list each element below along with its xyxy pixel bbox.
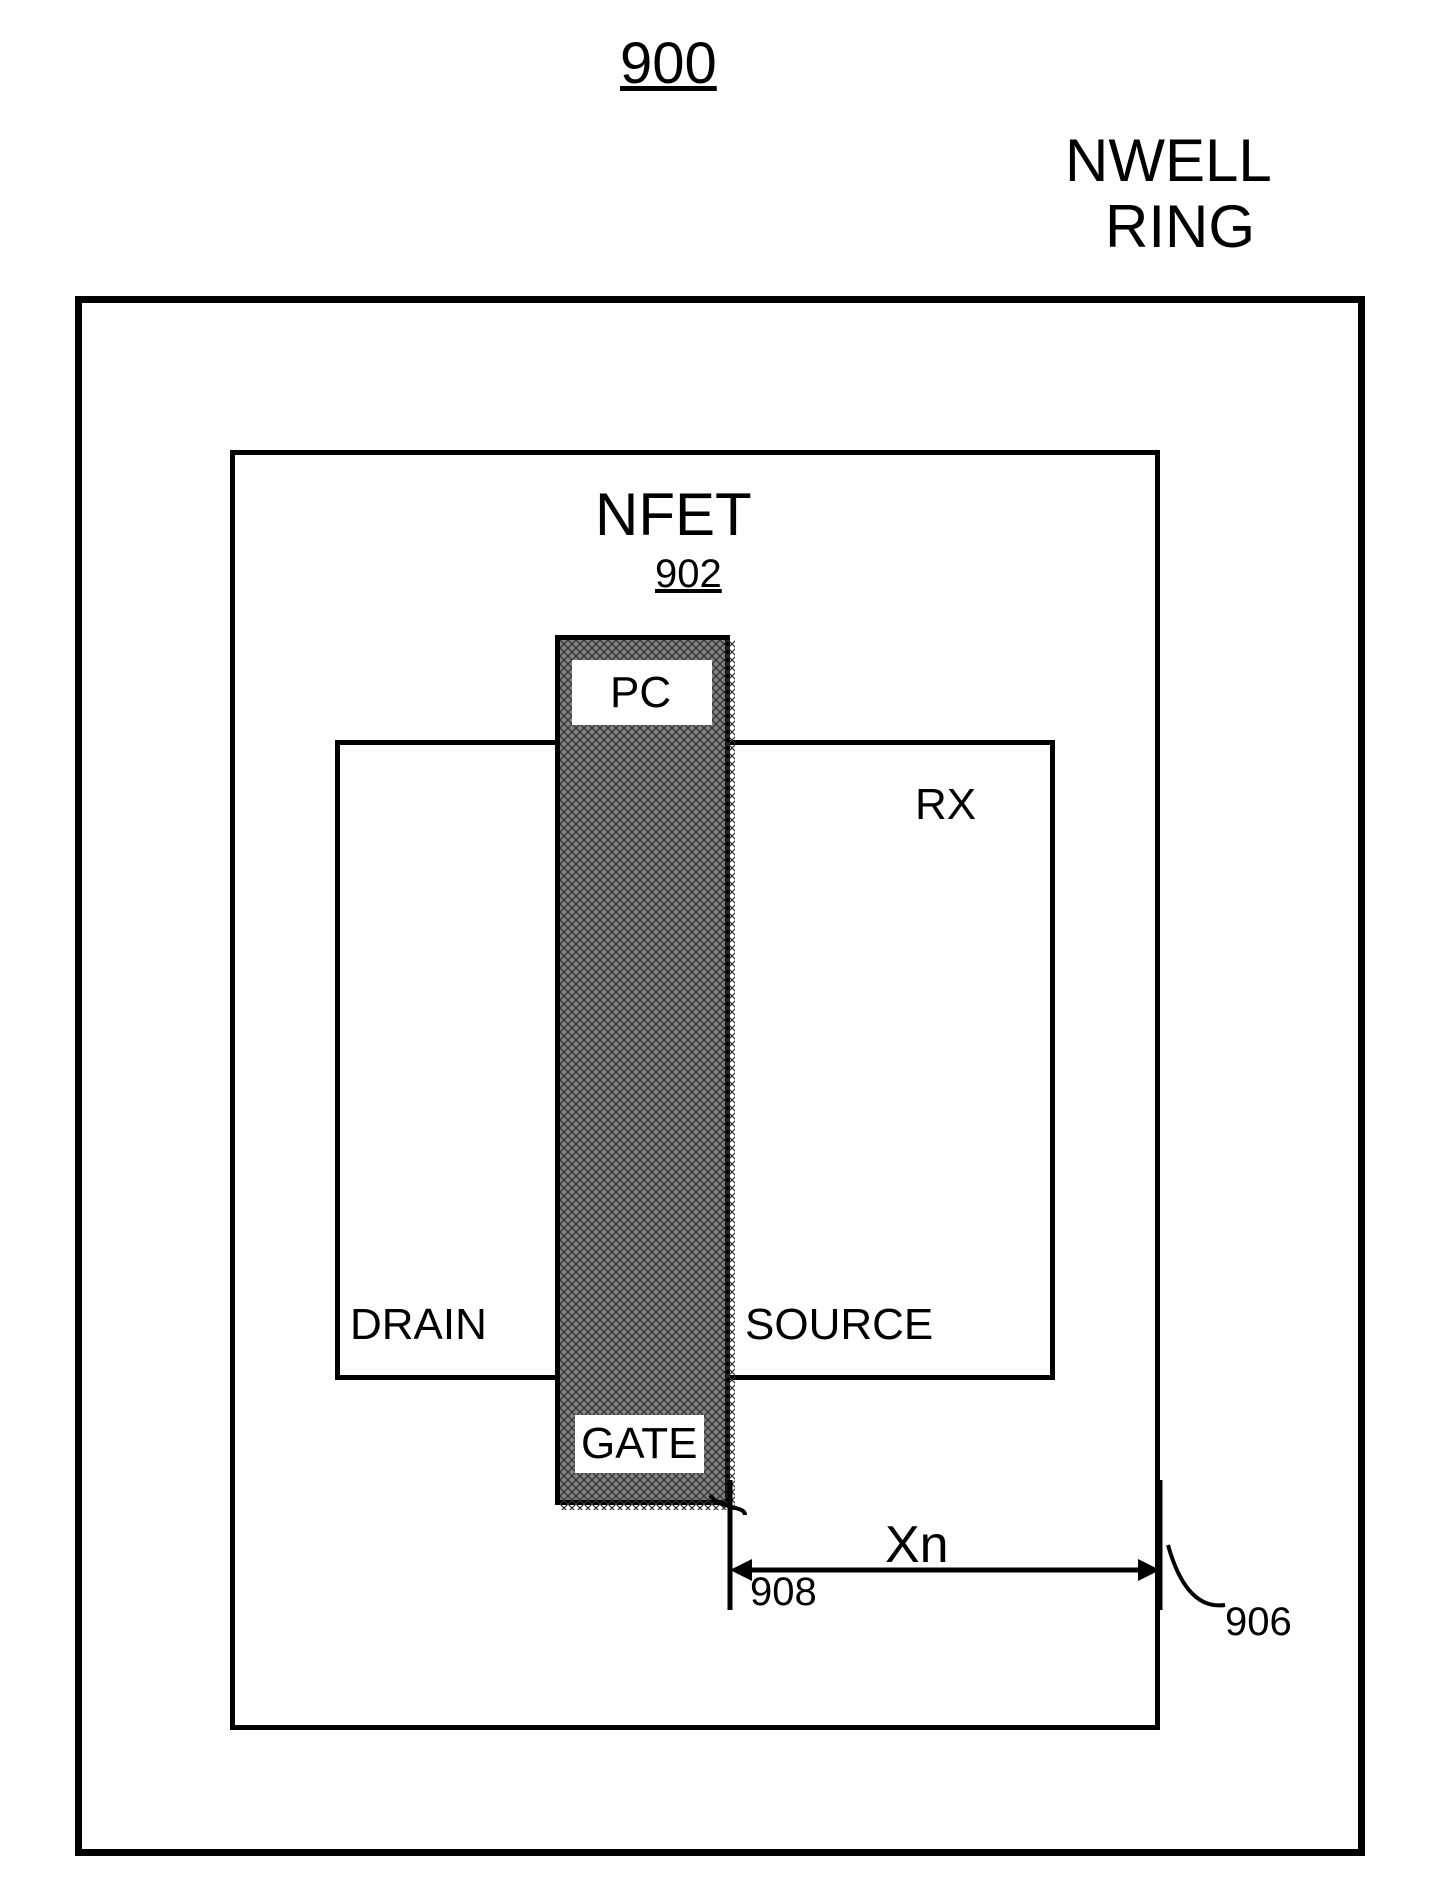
rx-label: RX: [915, 780, 976, 830]
nfet-ref: 902: [655, 552, 722, 597]
nfet-label: NFET: [595, 480, 752, 549]
pc-label: PC: [610, 668, 671, 718]
ref-908-label: 908: [750, 1570, 817, 1615]
figure-number: 900: [620, 30, 717, 97]
nwell-ring-label-line1: NWELL: [1065, 126, 1272, 195]
gate-poly-box: [555, 635, 730, 1505]
figure-stage: 900 NWELL RING 904 NFET 902 RX DRAIN SOU…: [0, 0, 1433, 1885]
gate-crosshatch-icon: [560, 640, 735, 1510]
nwell-ring-label-line2: RING: [1105, 192, 1255, 261]
source-label: SOURCE: [745, 1300, 933, 1350]
gate-label: GATE: [575, 1415, 704, 1473]
ref-906-label: 906: [1225, 1600, 1292, 1645]
xn-dimension-label: Xn: [885, 1515, 949, 1575]
drain-label: DRAIN: [350, 1300, 487, 1350]
